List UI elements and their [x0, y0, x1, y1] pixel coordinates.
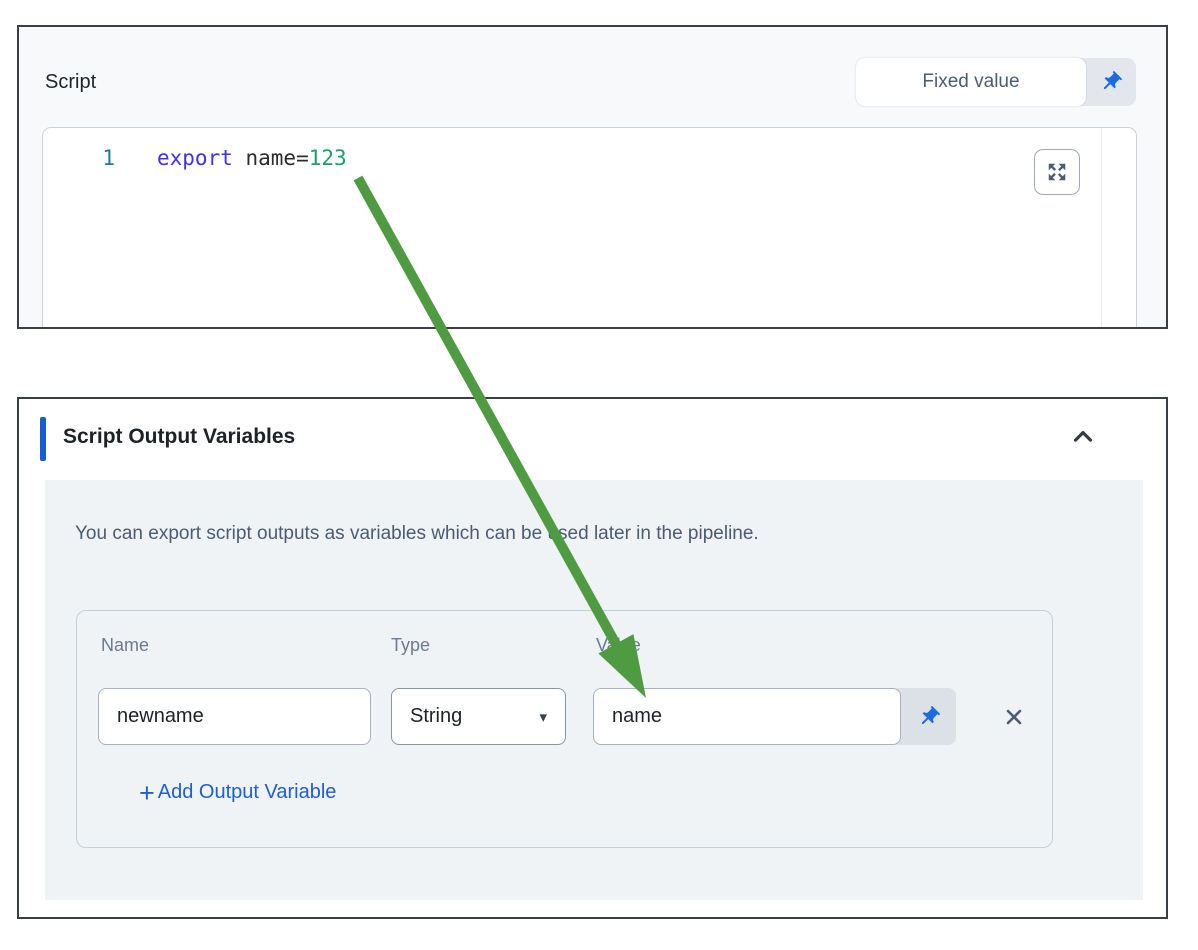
section-accent-bar [40, 417, 46, 461]
variable-type-select[interactable]: String ▾ [391, 688, 566, 745]
close-icon [1006, 709, 1022, 724]
line-number: 1 [102, 146, 115, 170]
variable-name-input[interactable] [98, 688, 371, 745]
section-title: Script Output Variables [63, 425, 296, 448]
chevron-up-icon [1073, 431, 1093, 442]
script-field-label: Script [45, 71, 97, 93]
expand-icon [1048, 163, 1066, 181]
output-variable-row-card: Name Type Value String ▾ [76, 610, 1053, 848]
editor-scrollbar-track[interactable] [1101, 128, 1102, 327]
script-panel: Script Fixed value 1 export name=123 [17, 25, 1168, 329]
add-output-variable-button[interactable]: + Add Output Variable [139, 777, 337, 808]
code-plain: name= [232, 146, 309, 170]
section-description: You can export script outputs as variabl… [75, 523, 759, 544]
plus-icon: + [139, 777, 155, 808]
name-column-label: Name [101, 635, 150, 655]
code-text: export name=123 [157, 144, 347, 172]
script-output-variables-panel: Script Output Variables You can export s… [17, 397, 1168, 919]
remove-variable-button[interactable] [999, 703, 1029, 733]
type-column-label: Type [391, 635, 431, 655]
caret-down-icon: ▾ [539, 708, 547, 726]
fixed-value-button[interactable]: Fixed value [856, 58, 1086, 106]
add-output-variable-label: Add Output Variable [157, 781, 337, 803]
variable-type-value: String [410, 705, 463, 727]
pin-icon[interactable] [901, 688, 956, 745]
variable-value-group [593, 688, 956, 745]
collapse-section-button[interactable] [1067, 422, 1099, 454]
value-type-selector: Fixed value [856, 58, 1136, 106]
pin-icon[interactable] [1086, 58, 1136, 106]
script-code-editor[interactable]: 1 export name=123 [42, 127, 1137, 327]
variable-value-input[interactable] [593, 688, 901, 745]
section-body: You can export script outputs as variabl… [45, 480, 1143, 900]
code-number: 123 [308, 146, 347, 170]
code-keyword: export [157, 146, 233, 170]
value-column-label: Value [596, 635, 641, 655]
expand-editor-button[interactable] [1034, 149, 1080, 195]
code-line: 1 export name=123 [43, 128, 1136, 172]
